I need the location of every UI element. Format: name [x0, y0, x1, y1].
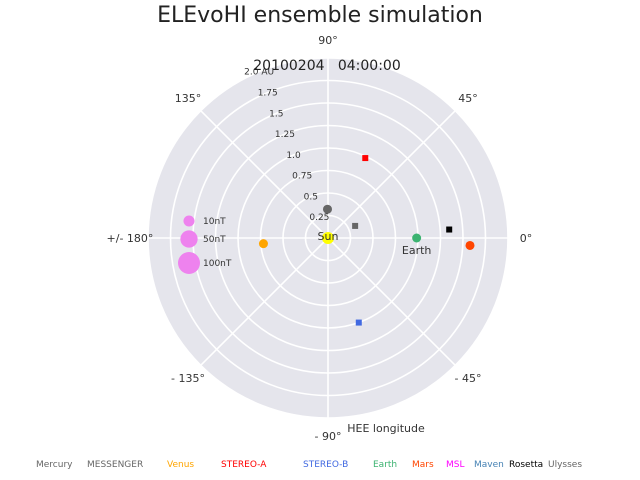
chart-title: ELEvoHI ensemble simulation: [157, 3, 483, 28]
size-legend-label: 10nT: [203, 217, 226, 227]
marker-stereo-a: [362, 155, 369, 162]
legend-item: Maven: [474, 460, 504, 470]
marker-messenger: [352, 222, 359, 229]
theta-tick-label: +/- 180°: [107, 232, 154, 245]
marker-mercury: [322, 204, 332, 214]
r-tick-label: 2.0 AU: [244, 68, 274, 78]
legend-item: Mars: [412, 460, 434, 470]
theta-tick-label: - 45°: [455, 372, 482, 385]
size-legend-marker: [183, 215, 195, 227]
r-tick-label: 1.5: [269, 109, 283, 119]
angular-gridline: [200, 110, 329, 239]
legend-item: MESSENGER: [87, 460, 144, 470]
theta-tick-label: 45°: [458, 92, 478, 105]
angular-gridline: [200, 237, 329, 366]
r-tick-label: 0.25: [309, 213, 329, 223]
marker-sun-label: Sun: [318, 230, 339, 243]
marker-mars: [465, 240, 475, 250]
legend-item: Rosetta: [509, 460, 544, 470]
timestamp: 20100204 04:00:00: [253, 58, 401, 74]
r-tick-label: 0.75: [292, 172, 312, 182]
r-tick-label: 1.0: [286, 151, 301, 161]
theta-tick-label: - 90°: [315, 430, 342, 443]
legend-item: STEREO-B: [303, 460, 349, 470]
body-markers: Sun Earth: [258, 155, 475, 326]
legend-item: Ulysses: [548, 460, 583, 470]
axis-ticks: 90° 45° 0° - 45° - 90° - 135° +/- 180° 135° 0.25…: [107, 34, 533, 443]
theta-tick-label: 90°: [318, 34, 338, 47]
r-tick-label: 1.25: [275, 130, 295, 140]
theta-tick-label: 0°: [520, 232, 533, 245]
size-legend-marker: [180, 230, 198, 248]
marker-venus: [258, 239, 268, 249]
size-legend-label: 50nT: [203, 235, 226, 245]
legend-item: Venus: [167, 460, 195, 470]
marker-earth-label: Earth: [402, 244, 432, 257]
legend-item: Earth: [373, 460, 398, 470]
theta-tick-label: - 135°: [171, 372, 205, 385]
legend-item: STEREO-A: [221, 460, 267, 470]
r-tick-label: 1.75: [258, 88, 278, 98]
r-tick-label: 0.5: [304, 192, 318, 202]
body-legend: Mercury MESSENGER Venus STEREO-A STEREO-B Ear…: [0, 460, 640, 474]
size-legend: 10nT 50nT 100nT: [178, 215, 232, 274]
legend-item: MSL: [446, 460, 465, 470]
marker-stereo-b: [355, 319, 362, 326]
legend-item: Mercury: [36, 460, 73, 470]
marker-earth: [412, 233, 422, 243]
size-legend-marker: [178, 252, 200, 274]
size-legend-label: 100nT: [203, 259, 232, 269]
angular-gridline: [327, 110, 456, 239]
marker-rosetta: [446, 226, 453, 233]
theta-tick-label: 135°: [175, 92, 202, 105]
theta-axis-label: HEE longitude: [347, 422, 425, 435]
marker-sun: [322, 232, 334, 244]
angular-gridline: [327, 237, 456, 366]
